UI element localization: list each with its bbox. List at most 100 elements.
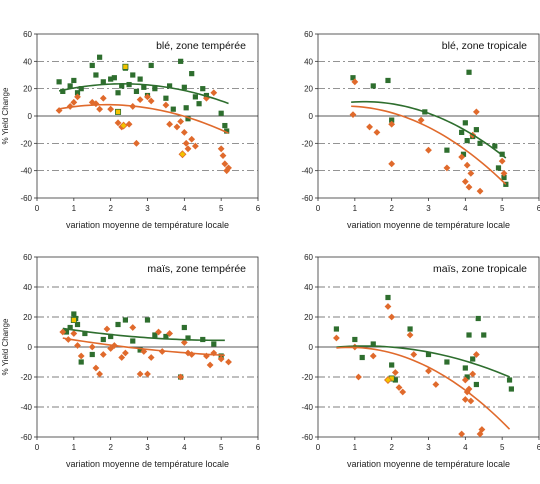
- data-point: [459, 129, 465, 135]
- data-point: [70, 330, 78, 337]
- data-point: [498, 157, 506, 165]
- data-point: [465, 385, 473, 393]
- y-tick-label: 40: [304, 57, 313, 66]
- data-point: [155, 328, 162, 336]
- x-axis-label: variation moyenne de température locale: [66, 459, 229, 469]
- trend-line-2: [351, 105, 507, 185]
- x-tick-label: 5: [500, 443, 505, 452]
- data-point: [185, 116, 191, 122]
- y-tick-label: 0: [309, 112, 314, 121]
- data-point: [225, 358, 232, 366]
- data-point: [388, 160, 396, 168]
- data-point: [221, 160, 229, 168]
- data-point: [99, 351, 107, 358]
- data-point: [466, 332, 472, 338]
- data-point: [78, 86, 84, 92]
- data-point: [184, 145, 192, 153]
- data-point: [67, 83, 73, 89]
- data-point: [99, 94, 107, 102]
- data-point: [462, 365, 468, 371]
- data-point: [163, 333, 169, 340]
- data-point: [472, 108, 480, 116]
- data-point: [384, 376, 392, 384]
- data-point: [74, 93, 81, 101]
- data-point: [373, 129, 381, 136]
- data-point: [147, 354, 155, 361]
- data-point: [385, 77, 391, 84]
- data-point: [122, 317, 128, 323]
- y-tick-label: -60: [301, 194, 313, 203]
- series-2: [55, 89, 232, 175]
- data-point: [466, 69, 472, 75]
- y-tick-label: 60: [23, 253, 32, 262]
- data-point: [425, 367, 432, 375]
- data-point: [177, 118, 185, 125]
- series-4: [384, 376, 392, 384]
- chart-panel-3: -60 -40 -20 0 20 40 60 0 1 2 3 4 5 6 variation moyenne…: [1, 253, 261, 469]
- x-tick-label: 3: [426, 204, 431, 213]
- data-point: [180, 339, 188, 346]
- data-point: [59, 328, 67, 336]
- y-tick-label: -40: [301, 167, 313, 176]
- data-point: [458, 153, 466, 161]
- series-2: [349, 78, 508, 195]
- data-point: [137, 76, 143, 82]
- data-point: [189, 71, 195, 77]
- data-point: [333, 326, 340, 332]
- y-tick-label: 0: [28, 343, 33, 352]
- data-point: [470, 356, 476, 362]
- data-point: [188, 135, 196, 143]
- data-point: [467, 170, 475, 177]
- y-tick-label: -60: [20, 194, 32, 203]
- y-tick-label: 0: [28, 112, 33, 121]
- data-point: [185, 335, 191, 341]
- data-point: [122, 349, 129, 357]
- series-3: [70, 316, 77, 323]
- data-point: [71, 77, 77, 84]
- data-point: [181, 324, 187, 331]
- trend-line-2: [336, 346, 511, 430]
- x-tick-label: 2: [108, 443, 113, 452]
- data-point: [200, 86, 206, 92]
- data-point: [392, 377, 398, 383]
- chart-panel-2: -60 -40 -20 0 20 40 60 0 1 2 3 4 5 6 variation moyenne…: [301, 30, 540, 230]
- y-tick-label: -60: [301, 433, 313, 442]
- x-tick-label: 0: [35, 204, 40, 213]
- y-tick-label: 0: [309, 343, 314, 352]
- data-point: [129, 324, 137, 331]
- data-point: [217, 355, 225, 363]
- data-point: [180, 129, 188, 136]
- trend-line-1: [336, 345, 510, 378]
- data-point: [475, 315, 481, 322]
- y-tick-label: 40: [23, 57, 32, 66]
- data-point: [461, 178, 469, 185]
- data-point: [472, 351, 480, 358]
- data-point: [152, 332, 158, 338]
- trend-line-2: [58, 103, 229, 134]
- data-point: [89, 62, 95, 69]
- data-point: [122, 63, 129, 70]
- x-axis-label: variation moyenne de température locale: [347, 459, 510, 469]
- data-point: [144, 93, 151, 101]
- x-tick-label: 0: [35, 443, 40, 452]
- data-point: [407, 326, 413, 332]
- x-tick-label: 1: [72, 204, 77, 213]
- data-point: [125, 120, 133, 128]
- data-point: [97, 54, 103, 60]
- data-point: [222, 122, 228, 129]
- x-tick-label: 0: [316, 204, 321, 213]
- data-point: [60, 88, 66, 94]
- panel-title: blé, zone tropicale: [442, 40, 527, 52]
- data-point: [78, 359, 84, 365]
- data-point: [500, 170, 508, 177]
- data-point: [56, 79, 62, 85]
- data-point: [333, 334, 340, 342]
- data-point: [166, 120, 173, 128]
- y-tick-label: -60: [20, 433, 32, 442]
- x-axis-label: variation moyenne de température locale: [66, 220, 229, 230]
- data-point: [166, 330, 173, 337]
- y-tick-label: 40: [304, 283, 313, 292]
- data-point: [115, 90, 121, 96]
- data-point: [506, 377, 513, 383]
